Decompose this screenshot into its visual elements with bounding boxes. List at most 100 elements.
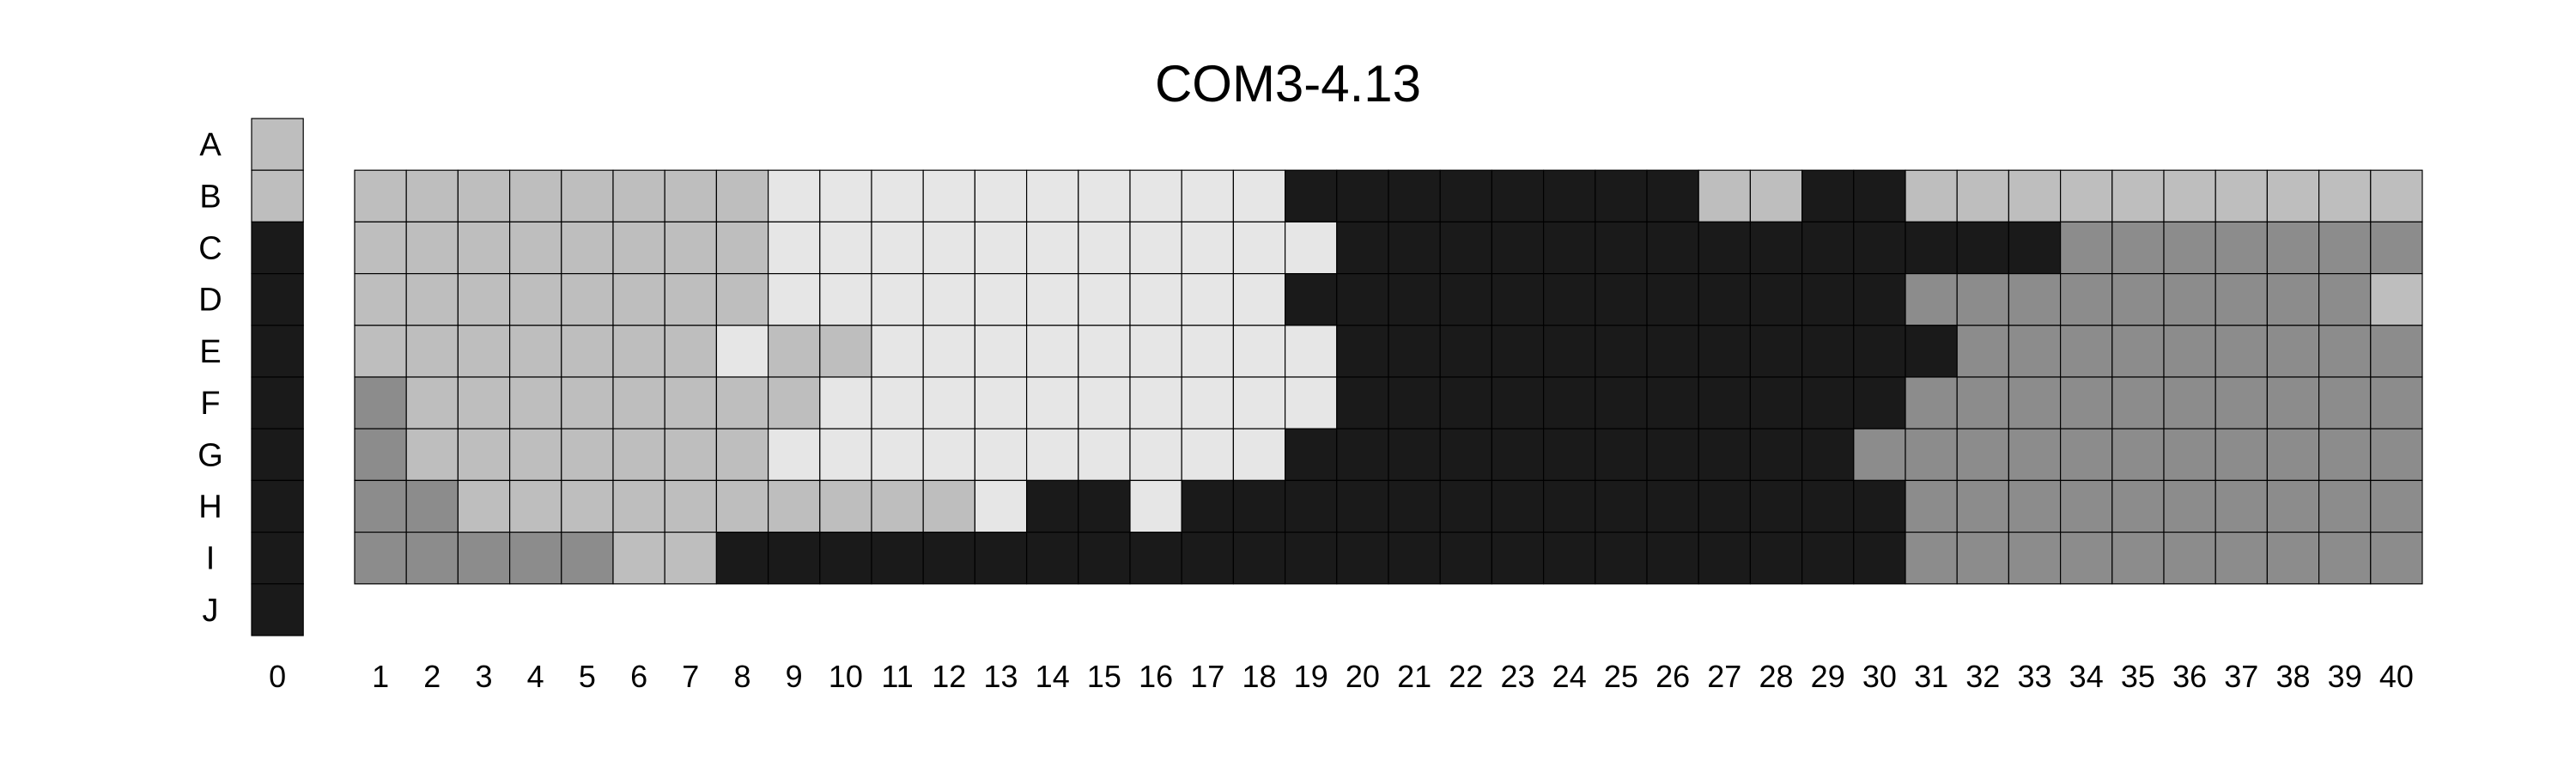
column-label-19: 19 (1294, 659, 1328, 694)
cell-a-0 (251, 118, 304, 171)
cell-c-5 (561, 221, 614, 275)
cell-f-38 (2266, 376, 2320, 429)
cell-e-1 (354, 325, 407, 378)
cell-i-16 (1129, 531, 1182, 585)
cell-h-33 (2008, 479, 2062, 533)
column-label-10: 10 (829, 659, 863, 694)
cell-f-1 (354, 376, 407, 429)
cell-c-35 (2111, 221, 2165, 275)
cell-c-23 (1491, 221, 1545, 275)
cell-g-8 (715, 428, 769, 482)
cell-i-12 (922, 531, 975, 585)
cell-e-11 (871, 325, 924, 378)
column-label-8: 8 (733, 659, 750, 694)
cell-e-17 (1181, 325, 1234, 378)
cell-e-33 (2008, 325, 2062, 378)
cell-h-17 (1181, 479, 1234, 533)
column-label-39: 39 (2328, 659, 2362, 694)
cell-h-14 (1025, 479, 1079, 533)
cell-b-25 (1595, 169, 1648, 222)
cell-i-18 (1232, 531, 1286, 585)
cell-b-17 (1181, 169, 1234, 222)
cell-f-3 (457, 376, 511, 429)
cell-h-13 (974, 479, 1028, 533)
cell-f-35 (2111, 376, 2165, 429)
cell-i-4 (508, 531, 562, 585)
cell-c-17 (1181, 221, 1234, 275)
cell-e-3 (457, 325, 511, 378)
cell-b-6 (612, 169, 665, 222)
cell-f-33 (2008, 376, 2062, 429)
cell-c-22 (1439, 221, 1492, 275)
cell-h-2 (405, 479, 459, 533)
column-label-32: 32 (1965, 659, 2000, 694)
cell-e-35 (2111, 325, 2165, 378)
cell-b-10 (819, 169, 872, 222)
cell-c-38 (2266, 221, 2320, 275)
cell-h-28 (1749, 479, 1803, 533)
cell-h-9 (767, 479, 821, 533)
cell-d-25 (1595, 273, 1648, 326)
cell-h-18 (1232, 479, 1286, 533)
cell-f-22 (1439, 376, 1492, 429)
column-label-2: 2 (423, 659, 440, 694)
cell-c-30 (1853, 221, 1906, 275)
cell-b-3 (457, 169, 511, 222)
cell-i-2 (405, 531, 459, 585)
cell-d-5 (561, 273, 614, 326)
cell-g-21 (1388, 428, 1441, 482)
cell-h-30 (1853, 479, 1906, 533)
cell-f-18 (1232, 376, 1286, 429)
cell-h-22 (1439, 479, 1492, 533)
cell-d-14 (1025, 273, 1079, 326)
cell-g-40 (2370, 428, 2423, 482)
cell-e-25 (1595, 325, 1648, 378)
cell-f-0 (251, 376, 304, 429)
cell-d-12 (922, 273, 975, 326)
cell-g-37 (2215, 428, 2268, 482)
cell-f-7 (664, 376, 718, 429)
cell-g-38 (2266, 428, 2320, 482)
cell-d-35 (2111, 273, 2165, 326)
cell-d-1 (354, 273, 407, 326)
cell-c-6 (612, 221, 665, 275)
cell-e-30 (1853, 325, 1906, 378)
cell-c-24 (1542, 221, 1596, 275)
cell-g-33 (2008, 428, 2062, 482)
cell-h-11 (871, 479, 924, 533)
cell-d-0 (251, 273, 304, 326)
cell-b-12 (922, 169, 975, 222)
cell-d-24 (1542, 273, 1596, 326)
cell-e-28 (1749, 325, 1803, 378)
cell-g-18 (1232, 428, 1286, 482)
column-label-21: 21 (1397, 659, 1431, 694)
cell-f-21 (1388, 376, 1441, 429)
column-label-11: 11 (881, 659, 913, 694)
cell-f-40 (2370, 376, 2423, 429)
cell-i-37 (2215, 531, 2268, 585)
cell-h-3 (457, 479, 511, 533)
cell-g-31 (1905, 428, 1958, 482)
cell-g-6 (612, 428, 665, 482)
cell-i-14 (1025, 531, 1079, 585)
cell-d-38 (2266, 273, 2320, 326)
cell-c-13 (974, 221, 1028, 275)
cell-c-12 (922, 221, 975, 275)
column-label-29: 29 (1811, 659, 1845, 694)
cell-g-3 (457, 428, 511, 482)
cell-b-31 (1905, 169, 1958, 222)
row-label-h: H (198, 490, 222, 526)
cell-b-32 (1956, 169, 2009, 222)
cell-b-5 (561, 169, 614, 222)
row-label-c: C (198, 231, 222, 267)
column-label-3: 3 (475, 659, 492, 694)
cell-i-27 (1698, 531, 1751, 585)
cell-c-15 (1078, 221, 1131, 275)
cell-g-2 (405, 428, 459, 482)
column-label-18: 18 (1242, 659, 1276, 694)
cell-b-37 (2215, 169, 2268, 222)
cell-b-18 (1232, 169, 1286, 222)
cell-f-25 (1595, 376, 1648, 429)
cell-i-33 (2008, 531, 2062, 585)
